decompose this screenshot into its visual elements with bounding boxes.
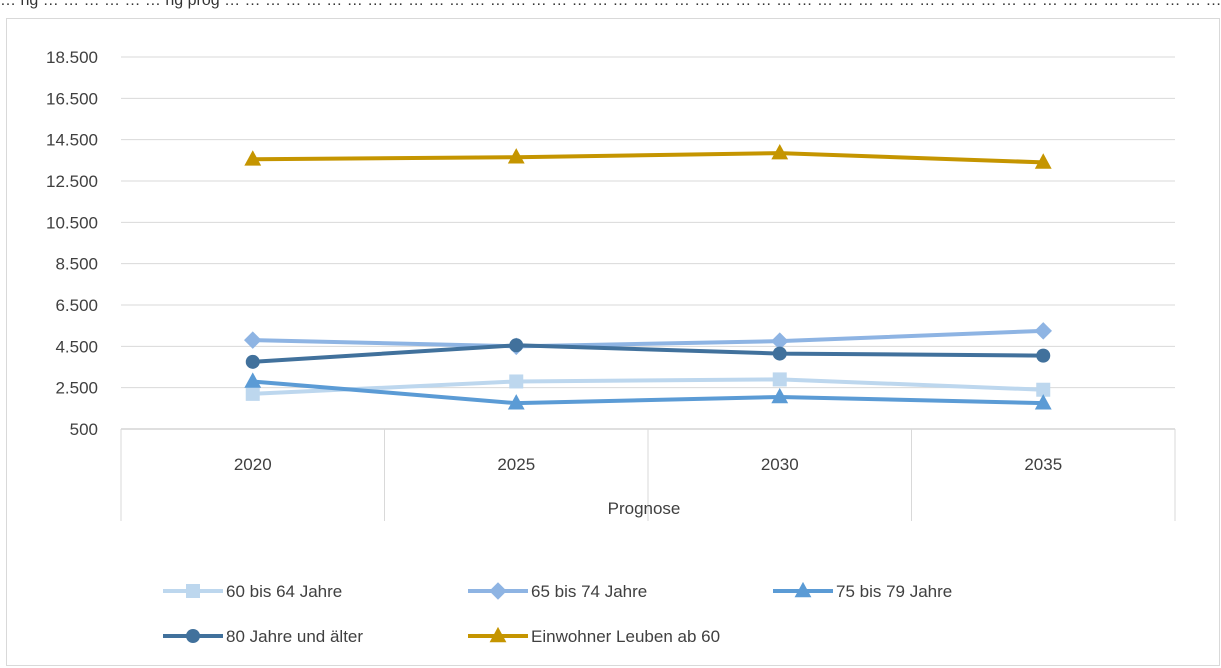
series-line: [250, 377, 1046, 396]
data-point-square: [186, 584, 200, 598]
x-axis: 2020 2025 2030 2035: [120, 428, 1176, 521]
legend-item: Einwohner Leuben ab 60: [468, 626, 720, 646]
y-tick-label: 10.500: [46, 213, 98, 232]
gridlines: [121, 56, 1175, 389]
series-line: [250, 379, 1046, 406]
legend-label: Einwohner Leuben ab 60: [531, 627, 720, 646]
legend-label: 60 bis 64 Jahre: [226, 582, 342, 601]
data-point-square: [245, 386, 260, 401]
chart-area-border: [6, 18, 1220, 666]
y-tick-label: 18.500: [46, 48, 98, 67]
y-tick-label: 500: [70, 420, 98, 439]
data-point-square: [772, 372, 787, 387]
data-point-triangle: [507, 394, 525, 410]
cropped-caption: … ng … … … … … … ng prog … … … … … … … ……: [0, 0, 1221, 9]
data-point-triangle: [507, 148, 525, 164]
x-axis-title: Prognose: [608, 499, 681, 518]
data-point-circle: [1036, 348, 1051, 363]
y-tick-label: 4.500: [55, 337, 98, 356]
data-point-square: [1036, 382, 1051, 397]
x-tick-label: 2035: [1024, 455, 1062, 474]
data-point-triangle: [771, 144, 789, 160]
data-point-triangle: [771, 387, 789, 404]
legend-item: 80 Jahre und älter: [163, 627, 363, 646]
legend-label: 75 bis 79 Jahre: [836, 582, 952, 601]
y-tick-label: 6.500: [55, 296, 98, 315]
data-point-square: [509, 374, 524, 389]
y-tick-label: 8.500: [55, 255, 98, 274]
data-point-triangle: [1034, 153, 1052, 169]
legend: 60 bis 64 Jahre 65 bis 74 Jahre 75 bis 79 …: [163, 581, 952, 646]
data-point-diamond: [1034, 322, 1052, 340]
series-line: [250, 343, 1046, 364]
legend-label: 65 bis 74 Jahre: [531, 582, 647, 601]
y-tick-label: 14.500: [46, 131, 98, 150]
series-line: [250, 328, 1046, 349]
legend-item: 75 bis 79 Jahre: [773, 581, 952, 601]
x-tick-label: 2020: [234, 455, 272, 474]
x-tick-label: 2030: [761, 455, 799, 474]
series-group: [244, 144, 1052, 410]
y-tick-label: 16.500: [46, 89, 98, 108]
y-tick-label: 2.500: [55, 379, 98, 398]
data-point-diamond: [771, 332, 789, 350]
y-axis: 500 2.500 4.500 6.500 8.500 10.500 12.500 14.50…: [46, 48, 98, 439]
x-tick-label: 2025: [497, 455, 535, 474]
series-5: [244, 144, 1052, 169]
data-point-circle: [245, 354, 260, 369]
legend-label: 80 Jahre und älter: [226, 627, 363, 646]
data-point-triangle: [244, 372, 262, 388]
data-point-circle: [186, 629, 200, 643]
series-line: [250, 151, 1046, 165]
data-point-circle: [509, 338, 524, 353]
data-point-circle: [772, 346, 787, 361]
data-point-triangle: [794, 581, 812, 598]
data-point-diamond: [244, 331, 262, 349]
series-4: [245, 338, 1051, 369]
data-point-triangle: [1034, 394, 1052, 410]
data-point-triangle: [489, 626, 507, 643]
legend-item: 65 bis 74 Jahre: [468, 582, 647, 601]
data-point-diamond: [489, 582, 507, 600]
legend-item: 60 bis 64 Jahre: [163, 582, 342, 601]
series-3: [244, 372, 1052, 410]
series-1: [245, 372, 1051, 401]
y-tick-label: 12.500: [46, 172, 98, 191]
data-point-triangle: [244, 150, 262, 166]
